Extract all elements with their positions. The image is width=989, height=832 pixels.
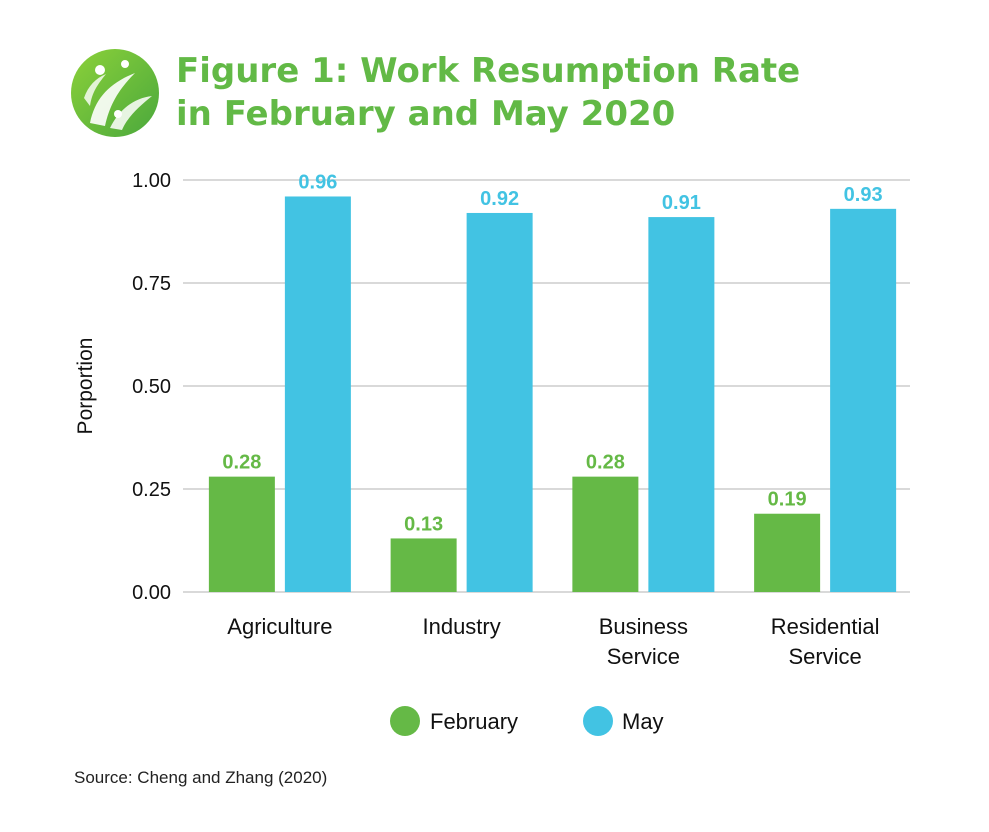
chart-title-line-2: in February and May 2020 xyxy=(176,94,676,134)
data-label: 0.19 xyxy=(768,489,807,511)
x-category-label: Agriculture xyxy=(227,614,332,639)
chart-title-line-1: Figure 1: Work Resumption Rate xyxy=(176,51,801,91)
x-category-label: Service xyxy=(788,644,861,669)
x-axis-categories: Agriculture Industry Business Service Reside… xyxy=(227,614,879,669)
y-axis-ticks: 0.00 0.25 0.50 0.75 1.00 xyxy=(132,170,171,604)
data-label: 0.13 xyxy=(404,513,443,535)
bar-february-1 xyxy=(390,538,457,592)
legend-swatch-may xyxy=(583,706,613,736)
x-category-label: Service xyxy=(607,644,680,669)
legend-swatch-february xyxy=(390,706,420,736)
legend-label-may: May xyxy=(622,709,664,734)
data-label: 0.28 xyxy=(222,452,261,474)
x-category-label: Business xyxy=(599,614,688,639)
bar-february-0 xyxy=(208,476,275,592)
data-label: 0.28 xyxy=(586,452,625,474)
y-tick-label: 1.00 xyxy=(132,170,171,192)
data-label: 0.92 xyxy=(480,188,519,210)
data-label: 0.96 xyxy=(298,171,337,193)
y-tick-label: 0.50 xyxy=(132,376,171,398)
bar-may-0 xyxy=(284,196,351,593)
data-label: 0.93 xyxy=(844,184,883,206)
legend-label-february: February xyxy=(430,709,518,734)
data-label: 0.91 xyxy=(662,192,701,214)
y-tick-label: 0.00 xyxy=(132,582,171,604)
bar-may-1 xyxy=(466,212,533,592)
y-tick-label: 0.75 xyxy=(132,273,171,295)
source-note: Source: Cheng and Zhang (2020) xyxy=(74,768,328,787)
y-tick-label: 0.25 xyxy=(132,479,171,501)
x-category-label: Residential xyxy=(771,614,880,639)
logo-icon xyxy=(71,49,159,137)
bar-may-3 xyxy=(830,208,897,592)
bar-february-3 xyxy=(754,513,821,592)
bar-may-2 xyxy=(648,217,715,592)
bar-chart: 0.000.250.500.751.00 0.280.960.130.920.2… xyxy=(74,170,910,736)
x-category-label: Industry xyxy=(422,614,500,639)
y-axis-label: Porportion xyxy=(74,338,97,435)
legend: February May xyxy=(390,706,664,736)
bars: 0.28 0.96 0.13 0.92 0.28 0.91 0.19 0.93 xyxy=(208,171,897,593)
bar-february-2 xyxy=(572,476,639,592)
chart-title: Figure 1: Work Resumption Rate in Februa… xyxy=(176,50,800,136)
